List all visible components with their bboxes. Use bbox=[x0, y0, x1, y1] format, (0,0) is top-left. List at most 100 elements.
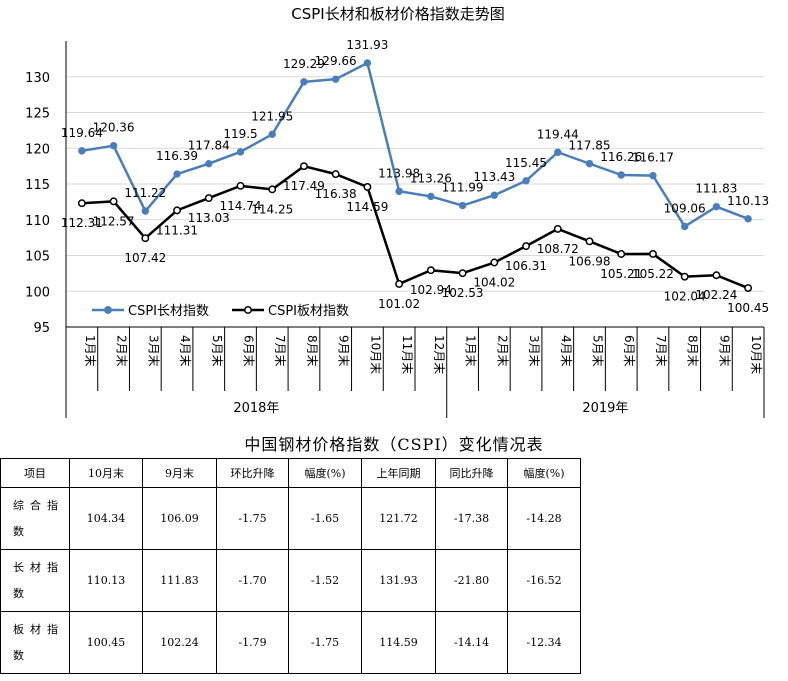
series-line bbox=[81, 61, 749, 228]
x-tick-label: 12月末 bbox=[432, 335, 446, 374]
data-label: 121.95 bbox=[251, 109, 293, 123]
row-name: 长材指数 bbox=[0, 549, 70, 612]
data-label: 116.39 bbox=[156, 149, 198, 163]
x-tick-label: 5月末 bbox=[210, 335, 224, 367]
y-tick-label: 100 bbox=[25, 285, 50, 300]
table-cell: -12.34 bbox=[507, 611, 581, 674]
grid-lines bbox=[66, 76, 764, 292]
table-cell: 110.13 bbox=[69, 549, 143, 612]
data-point bbox=[173, 206, 181, 215]
data-label: 114.25 bbox=[251, 202, 293, 216]
data-point bbox=[331, 170, 340, 179]
x-tick-label: 8月末 bbox=[305, 335, 319, 367]
data-label: 113.03 bbox=[188, 211, 230, 225]
data-point bbox=[141, 234, 150, 243]
data-label: 129.29 bbox=[283, 57, 325, 71]
header-sep: 9月末 bbox=[142, 458, 217, 488]
header-oct: 10月末 bbox=[69, 458, 143, 488]
data-point bbox=[268, 130, 276, 139]
data-label: 119.44 bbox=[537, 127, 579, 141]
data-point bbox=[236, 181, 245, 190]
data-point bbox=[585, 159, 594, 168]
y-tick-label: 120 bbox=[25, 142, 50, 157]
data-point bbox=[109, 197, 118, 206]
table-cell: 111.83 bbox=[142, 549, 217, 612]
data-label: 102.53 bbox=[442, 286, 484, 300]
price-index-line-chart: CSPI长材和板材价格指数走势图 95 100 105 110 115 120 125 130… bbox=[25, 5, 769, 418]
data-point bbox=[649, 249, 657, 258]
y-tick-label: 115 bbox=[25, 178, 50, 193]
data-point bbox=[395, 280, 404, 288]
year-label: 2019年 bbox=[582, 401, 628, 416]
data-point bbox=[204, 194, 213, 203]
data-label: 101.02 bbox=[378, 297, 420, 311]
data-label: 102.94 bbox=[410, 283, 452, 297]
table-cell: 100.45 bbox=[69, 611, 143, 674]
legend-label: CSPI长材指数 bbox=[128, 304, 209, 319]
y-axis-ticks: 95 100 105 110 115 120 125 130 bbox=[25, 71, 50, 336]
data-label: 110.13 bbox=[727, 194, 769, 208]
x-tick-label: 11月末 bbox=[400, 335, 414, 374]
y-tick-label: 130 bbox=[25, 71, 50, 86]
table-cell: -16.52 bbox=[507, 549, 581, 612]
x-axis-ticks: 1月末 2月末 3月末 4月末 5月末 6月末 7月末 8月末 9月末 10月末 11月末 12月末 1… bbox=[83, 335, 763, 416]
data-label: 113.43 bbox=[473, 170, 515, 184]
header-last-year: 上年同期 bbox=[361, 458, 436, 488]
data-point bbox=[585, 237, 594, 246]
data-label: 111.99 bbox=[442, 181, 484, 195]
header-yoy-pct: 幅度(%) bbox=[507, 458, 581, 488]
table-cell: -1.75 bbox=[216, 487, 289, 550]
data-point bbox=[649, 171, 657, 180]
table-cell: 114.59 bbox=[361, 611, 436, 674]
data-label: 117.85 bbox=[569, 139, 611, 153]
data-label: 120.36 bbox=[93, 121, 135, 135]
row-name: 综合指数 bbox=[0, 487, 70, 550]
data-point bbox=[173, 170, 181, 178]
data-point bbox=[617, 250, 626, 258]
x-tick-label: 3月末 bbox=[527, 335, 541, 367]
y-tick-label: 95 bbox=[33, 321, 50, 336]
data-point bbox=[712, 271, 721, 280]
x-tick-label: 4月末 bbox=[178, 335, 192, 367]
data-point bbox=[78, 147, 86, 155]
table-cell: -14.14 bbox=[435, 611, 508, 674]
data-point bbox=[363, 182, 372, 191]
data-point bbox=[426, 266, 435, 275]
data-point bbox=[490, 191, 499, 199]
data-point bbox=[300, 78, 308, 86]
data-point bbox=[712, 202, 721, 211]
legend-label: CSPI板材指数 bbox=[268, 304, 349, 319]
cspi-change-table: 项目 10月末 9月末 环比升降 幅度(%) 上年同期 同比升降 幅度(%) 综… bbox=[0, 458, 581, 674]
table-cell: -1.75 bbox=[288, 611, 362, 674]
data-point bbox=[77, 199, 86, 208]
data-point bbox=[490, 258, 499, 267]
data-label: 100.45 bbox=[727, 301, 769, 315]
y-tick-label: 110 bbox=[25, 214, 50, 229]
data-point bbox=[268, 185, 277, 194]
data-point bbox=[522, 242, 530, 251]
data-point bbox=[744, 284, 753, 292]
data-point bbox=[680, 222, 689, 231]
data-label: 112.57 bbox=[93, 214, 135, 228]
data-label: 119.5 bbox=[223, 127, 257, 141]
data-point bbox=[205, 159, 213, 168]
data-point bbox=[236, 148, 245, 156]
table-cell: -1.79 bbox=[216, 611, 289, 674]
data-label: 131.93 bbox=[346, 38, 388, 52]
data-label: 112.31 bbox=[61, 216, 103, 230]
x-tick-label: 7月末 bbox=[654, 335, 668, 367]
table-cell: 106.09 bbox=[142, 487, 217, 550]
table-cell: 131.93 bbox=[361, 549, 436, 612]
x-tick-label: 5月末 bbox=[591, 335, 605, 367]
data-label: 104.02 bbox=[473, 276, 515, 290]
x-tick-label: 4月末 bbox=[559, 335, 573, 367]
data-label: 117.49 bbox=[283, 179, 325, 193]
data-point bbox=[617, 171, 625, 179]
data-label: 114.59 bbox=[346, 200, 388, 214]
data-point bbox=[744, 215, 752, 223]
data-label: 102.04 bbox=[664, 290, 706, 304]
table-cell: -21.80 bbox=[435, 549, 508, 612]
year-label: 2018年 bbox=[233, 401, 279, 416]
x-tick-label: 6月末 bbox=[242, 335, 256, 367]
header-item: 项目 bbox=[0, 458, 70, 488]
